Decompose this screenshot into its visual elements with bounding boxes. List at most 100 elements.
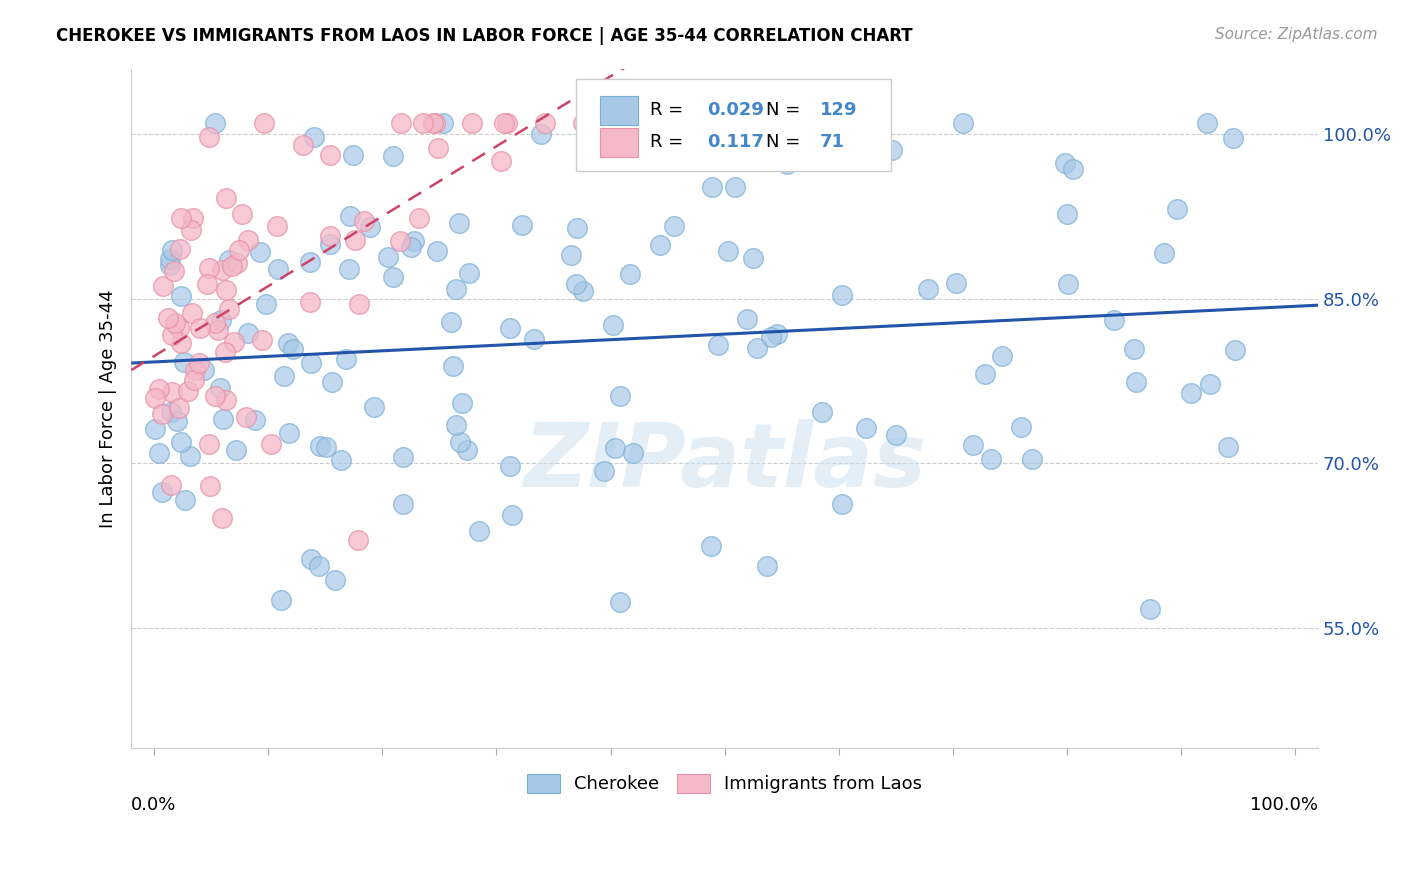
Point [221,259,243,273]
Point [609,595,631,609]
Point [323,573,346,587]
Text: 0.029: 0.029 [707,101,763,119]
Point [1056,277,1078,291]
Point [619,267,641,281]
Point [882,144,904,158]
Point [174,492,197,507]
Point [609,388,631,402]
Point [231,207,253,221]
Point [363,400,385,414]
Point [190,320,212,334]
Point [302,129,325,144]
Point [1010,419,1032,434]
Point [198,437,221,451]
Point [952,116,974,130]
Point [468,524,491,538]
Point [565,277,588,291]
Point [496,116,519,130]
Point [170,435,193,450]
Point [277,335,299,350]
Point [218,302,240,317]
Point [159,478,181,492]
Point [461,116,484,130]
Point [159,252,181,267]
Point [315,440,337,454]
Point [198,479,221,493]
Point [148,446,170,460]
Point [299,356,322,370]
Point [581,133,603,147]
Point [422,116,444,130]
Point [534,116,557,130]
Point [212,412,235,426]
Point [198,260,221,275]
Point [621,445,644,459]
Point [308,558,330,573]
Point [572,116,595,130]
Point [143,391,166,405]
Point [301,552,323,566]
Point [776,157,799,171]
Point [761,329,783,343]
Text: Source: ZipAtlas.com: Source: ZipAtlas.com [1215,27,1378,42]
Point [855,421,877,435]
Point [349,297,371,311]
Point [1122,342,1144,356]
Point [177,384,200,399]
Point [456,443,478,458]
Point [724,180,747,194]
Point [745,341,768,355]
Point [700,539,723,553]
Point [166,414,188,428]
Point [707,337,730,351]
Point [252,333,274,347]
FancyBboxPatch shape [600,128,638,157]
Point [347,533,370,547]
Point [180,222,202,236]
Point [204,116,226,130]
Point [160,384,183,399]
Point [193,363,215,377]
Point [266,262,288,277]
Point [884,427,907,442]
Point [766,327,789,342]
Point [211,262,233,277]
Point [408,211,430,225]
Point [169,335,191,350]
Point [339,209,361,223]
Point [228,243,250,257]
Point [183,373,205,387]
Point [523,332,546,346]
Point [198,129,221,144]
Point [197,277,219,291]
Point [831,288,853,302]
Point [530,127,553,141]
Point [337,262,360,277]
Point [1180,386,1202,401]
Point [440,315,463,329]
Point [662,219,685,234]
Point [270,593,292,607]
Point [755,558,778,573]
Point [215,393,238,408]
Point [169,242,191,256]
Point [152,278,174,293]
Point [427,141,450,155]
Point [389,116,412,130]
Point [441,359,464,373]
Text: N =: N = [766,133,806,151]
Point [423,116,446,130]
Point [560,248,582,262]
Point [187,356,209,370]
Point [444,282,467,296]
Point [1222,131,1244,145]
Point [335,352,357,367]
Point [382,148,405,162]
Point [183,362,205,376]
Point [700,116,723,130]
Point [215,283,238,297]
Point [1062,161,1084,176]
Point [278,425,301,440]
Point [207,323,229,337]
Point [214,344,236,359]
